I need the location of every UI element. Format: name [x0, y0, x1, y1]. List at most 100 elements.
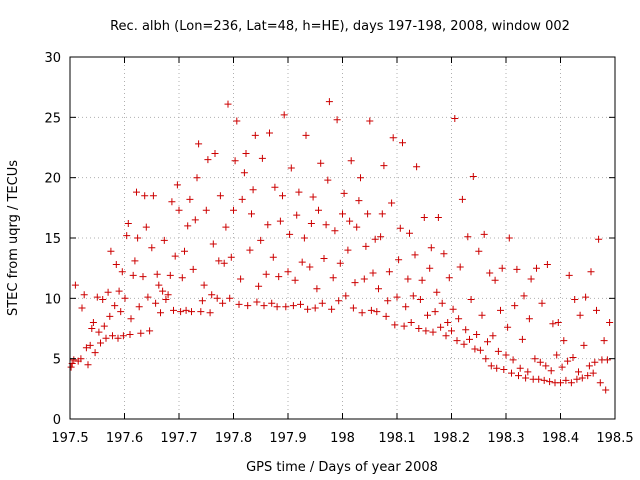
data-point [313, 285, 321, 293]
data-point [431, 308, 439, 316]
data-point [449, 305, 457, 313]
data-point [567, 379, 575, 387]
data-point [146, 327, 154, 335]
data-point [535, 375, 543, 383]
data-point [576, 311, 584, 319]
data-point [224, 100, 232, 108]
data-point [329, 274, 337, 282]
data-point [407, 319, 415, 326]
data-point [531, 355, 539, 363]
data-point [213, 294, 221, 302]
x-tick-label: 197.6 [106, 431, 143, 446]
data-point [67, 363, 75, 371]
data-point [238, 195, 246, 203]
data-point [315, 206, 322, 214]
data-point [242, 150, 250, 157]
data-point [596, 379, 604, 387]
data-point [373, 308, 381, 316]
data-point [328, 305, 336, 313]
data-point [575, 368, 582, 376]
data-point [582, 293, 590, 301]
data-point [271, 183, 279, 191]
data-point [71, 281, 79, 289]
data-point [508, 369, 515, 377]
data-point [339, 210, 346, 218]
data-point [549, 320, 557, 328]
x-tick-label: 198.2 [433, 431, 470, 446]
data-point [280, 111, 288, 119]
data-point [318, 299, 326, 307]
data-point [416, 296, 424, 303]
data-point [124, 220, 132, 227]
data-point [473, 331, 481, 338]
data-point [291, 276, 299, 284]
data-point [420, 214, 428, 221]
data-point [248, 210, 255, 218]
data-point [91, 349, 99, 357]
data-point [289, 302, 297, 310]
data-point [189, 265, 197, 273]
data-point [164, 291, 172, 299]
data-point [351, 279, 359, 287]
data-point [102, 334, 110, 342]
data-point [331, 227, 339, 235]
data-point [380, 162, 388, 170]
data-point [411, 251, 419, 259]
data-point [489, 332, 497, 340]
data-point [538, 299, 546, 307]
data-point [200, 281, 208, 289]
data-point [240, 169, 248, 177]
data-point [460, 340, 468, 348]
data-point [344, 246, 352, 254]
data-point [375, 285, 382, 293]
data-point [415, 325, 423, 332]
data-point [106, 312, 114, 320]
data-point [148, 244, 156, 252]
data-point [186, 195, 194, 203]
data-point [418, 276, 426, 284]
data-point [235, 300, 243, 308]
data-point [360, 275, 368, 283]
data-point [491, 276, 499, 284]
data-point [388, 199, 396, 207]
data-point [606, 319, 614, 326]
x-tick-label: 197.8 [215, 431, 252, 446]
data-point [119, 332, 127, 340]
data-point [131, 257, 139, 265]
data-point [258, 154, 266, 162]
data-point [466, 335, 473, 343]
data-point [253, 298, 261, 306]
data-point [166, 271, 174, 279]
data-point [400, 322, 408, 330]
y-tick-label: 0 [53, 413, 61, 428]
data-point [565, 271, 573, 279]
data-point [266, 129, 273, 137]
data-point [297, 300, 304, 308]
data-point [107, 247, 115, 255]
data-point [309, 193, 317, 201]
data-point [484, 338, 491, 346]
data-point [129, 271, 137, 279]
x-tick-label: 198 [330, 431, 355, 446]
data-point [504, 323, 512, 331]
data-point [206, 309, 214, 317]
data-point [287, 164, 295, 172]
data-point [584, 372, 592, 380]
data-point [371, 235, 379, 243]
data-point [155, 281, 163, 289]
data-point [216, 192, 224, 200]
data-point [502, 351, 510, 359]
data-point [237, 275, 245, 283]
data-points [67, 98, 614, 394]
data-point [355, 197, 363, 205]
data-point [378, 210, 386, 218]
data-point [324, 176, 332, 184]
data-point [182, 306, 190, 314]
data-point [257, 236, 265, 244]
data-point [306, 263, 314, 271]
data-point [471, 345, 479, 353]
data-point [211, 150, 219, 157]
data-point [453, 337, 461, 345]
data-point [295, 188, 303, 196]
